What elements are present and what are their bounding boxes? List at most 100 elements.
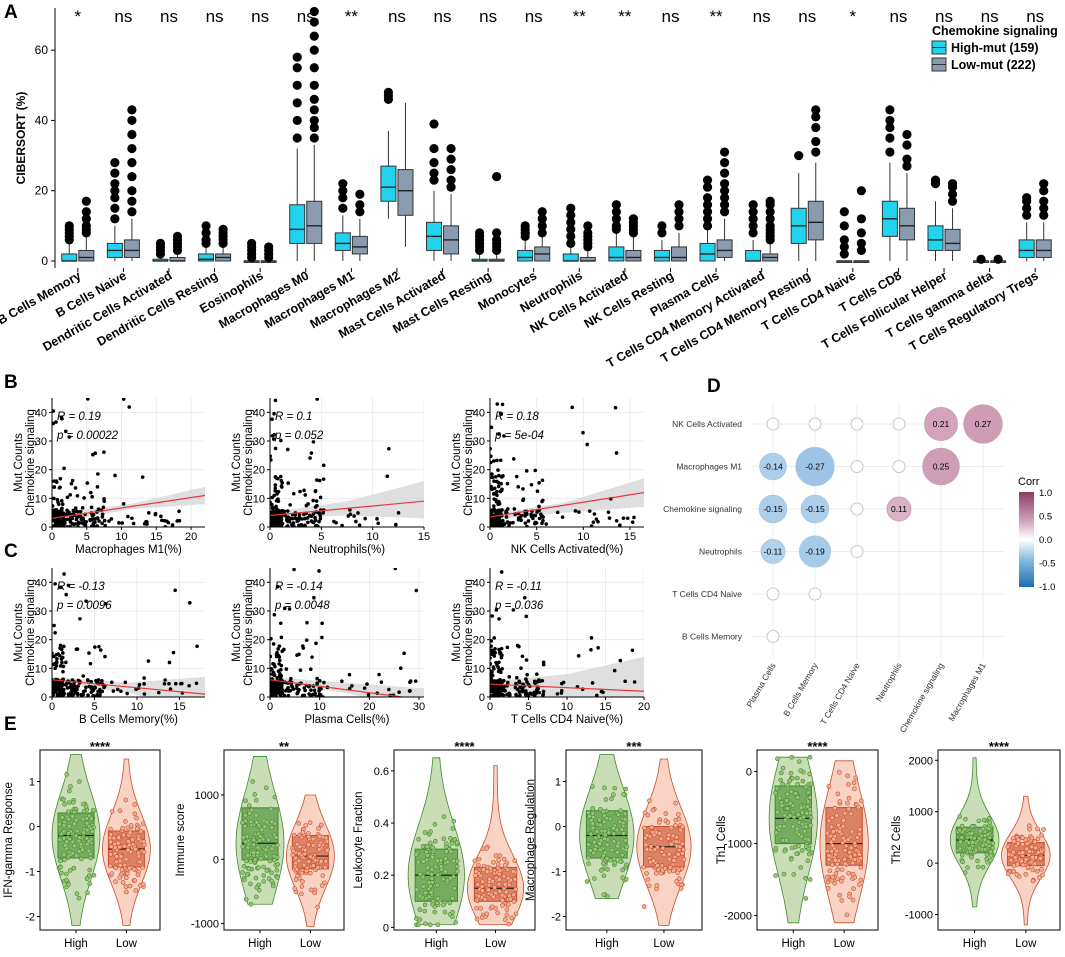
scatter-point — [86, 678, 90, 683]
violin-point — [478, 906, 484, 911]
violin-point — [248, 859, 253, 864]
y-axis-title: Th1 Cells — [716, 815, 728, 864]
scatter-point — [508, 521, 513, 525]
violin-point — [831, 829, 836, 834]
violin-point — [675, 870, 680, 876]
violin-point — [303, 823, 309, 828]
violin-point — [443, 869, 448, 874]
violin-point — [90, 829, 95, 834]
violin-point — [791, 814, 797, 820]
box-outlier — [947, 196, 958, 206]
violin-point — [842, 847, 848, 853]
scatter-point — [95, 485, 100, 489]
scatter-point — [321, 477, 326, 481]
violin-point — [246, 866, 252, 872]
x-tick-label: Low — [116, 938, 138, 950]
corr-legend-tick: -1.0 — [1039, 582, 1055, 593]
scatter-point — [270, 683, 273, 687]
scatter-point — [493, 474, 498, 479]
violin-point — [423, 921, 428, 927]
scatter-point — [490, 678, 494, 682]
violin-point — [1025, 864, 1031, 870]
scatter-point — [302, 693, 307, 697]
regression-line — [490, 492, 644, 518]
scatter-point — [291, 687, 296, 691]
scatter-point — [505, 645, 510, 650]
violin-point — [601, 819, 607, 825]
violin-point — [491, 894, 496, 900]
y-axis-title: Th2 Cells — [891, 815, 903, 864]
y-tick-label: 1000 — [909, 807, 933, 819]
violin-point — [656, 819, 662, 825]
violin-point — [108, 826, 113, 832]
scatter-point — [84, 519, 88, 524]
y-tick-label: 0 — [746, 767, 752, 779]
scatter-point — [171, 650, 176, 655]
violin-point — [660, 845, 666, 851]
x-tick-label: 5 — [318, 531, 324, 543]
scatter-point — [85, 481, 90, 485]
scatter-point — [291, 524, 296, 527]
violin-point — [257, 838, 262, 843]
scatter-point — [315, 676, 319, 681]
violin-point — [777, 795, 783, 801]
scatter-point — [60, 502, 65, 507]
violin-point — [647, 798, 652, 804]
violin-point — [253, 797, 259, 803]
scatter-point — [65, 524, 69, 527]
violin-point — [680, 841, 685, 847]
violin-point — [643, 842, 649, 848]
scatter-point — [519, 518, 523, 523]
y-axis-title-1: Mut Counts — [231, 603, 243, 662]
scatter-point — [296, 690, 300, 695]
violin-point — [473, 869, 479, 874]
violin-point — [836, 822, 841, 828]
violin-point — [1027, 849, 1032, 854]
violin-point — [421, 884, 426, 889]
x-tick-label: 10 — [131, 701, 143, 713]
corr-cell-empty — [850, 545, 864, 558]
box-outlier — [309, 6, 319, 17]
violin-point — [790, 803, 796, 808]
violin-point — [826, 784, 832, 789]
violin-point — [805, 858, 811, 863]
violin-point — [292, 886, 297, 891]
scatter-point — [376, 521, 381, 526]
x-tick-label: High — [595, 938, 619, 950]
violin-point — [803, 896, 809, 901]
scatter-point — [511, 520, 515, 525]
scatter-point — [490, 475, 494, 480]
scatter-point — [492, 479, 496, 483]
scatter-point — [314, 499, 319, 503]
scatter-point — [496, 688, 500, 693]
box-outlier — [338, 179, 348, 189]
scatter-point — [288, 503, 292, 507]
violin-point — [778, 777, 784, 783]
scatter-point — [286, 685, 290, 690]
violin-point — [61, 828, 67, 834]
y-axis-title-1: Mut Counts — [451, 433, 463, 492]
violin-point — [676, 816, 682, 822]
y-tick-label: 10 — [35, 493, 47, 505]
violin-point — [1020, 835, 1025, 841]
box-outlier — [702, 200, 713, 210]
scatter-point — [524, 658, 529, 662]
scatter-point — [54, 687, 59, 692]
violin-point — [140, 881, 146, 887]
violin-point — [489, 904, 495, 910]
box-high — [653, 249, 670, 262]
scatter-plot-area — [52, 568, 205, 697]
box-outlier — [811, 136, 821, 147]
violin-point — [680, 824, 685, 830]
violin-point — [1030, 855, 1035, 860]
scatter-point — [312, 595, 316, 600]
violin-point — [615, 843, 620, 849]
scatter-point — [295, 653, 299, 657]
violin-point — [597, 841, 602, 846]
scatter-point — [318, 516, 323, 521]
violin-point — [91, 807, 96, 813]
violin-point — [508, 877, 514, 883]
y-tick-label: 0 — [41, 692, 47, 704]
violin-point — [1014, 872, 1020, 877]
scatter-point — [58, 476, 63, 481]
